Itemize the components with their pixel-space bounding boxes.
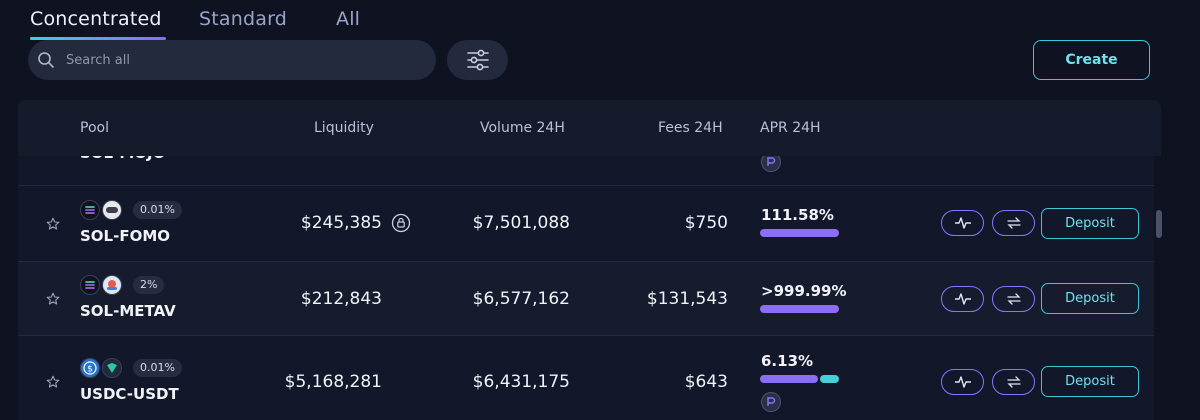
svg-text:$: $ [87,365,93,375]
table-row [18,262,1154,335]
swap-icon [1006,376,1021,388]
favorite-star-icon[interactable] [46,292,60,306]
favorite-star-icon[interactable] [46,375,60,389]
fee-tier-badge: 0.01% [133,201,182,219]
metav-token-icon [102,275,122,295]
chart-button[interactable] [941,286,984,312]
pool-pair-name[interactable]: SOL-METAV [80,302,176,320]
liquidity-value: $5,168,281 [284,372,382,392]
volume-value: $6,577,162 [472,289,570,309]
row-divider [18,335,1154,336]
usdt-token-icon [102,358,122,378]
apr-value: 111.58% [761,206,834,224]
apr-bar-secondary [820,375,839,383]
apr-value: 6.13% [761,352,814,370]
tab-concentrated[interactable]: Concentrated [30,8,162,30]
pulse-icon [954,376,971,388]
chart-button[interactable] [941,369,984,395]
deposit-button[interactable]: Deposit [1041,366,1139,397]
sol-token-icon [80,275,100,295]
col-liquidity[interactable]: Liquidity [314,120,374,136]
search-box [28,40,436,80]
volume-value: $6,431,175 [472,372,570,392]
row-divider [18,185,1154,186]
search-input[interactable] [66,40,426,80]
liquidity-value: $245,385 [300,213,382,233]
sliders-icon [466,49,489,71]
usdc-token-icon: $ [80,358,100,378]
pool-pair-name[interactable]: USDC-USDT [80,385,179,403]
apr-value: >999.99% [761,282,847,300]
apr-bar [760,375,818,383]
col-volume[interactable]: Volume 24H [480,120,565,136]
tab-standard[interactable]: Standard [199,8,288,30]
apr-bar [760,229,839,237]
fee-tier-badge: 0.01% [133,359,182,377]
fees-value: $643 [684,372,728,392]
tab-all[interactable]: All [336,8,361,30]
reward-token-icon [761,392,781,412]
liquidity-value: $212,843 [300,289,382,309]
search-icon [38,52,54,68]
chart-button[interactable] [941,210,984,236]
deposit-button[interactable]: Deposit [1041,283,1139,314]
swap-icon [1006,293,1021,305]
create-button[interactable]: Create [1033,40,1150,80]
swap-button[interactable] [992,210,1035,236]
swap-icon [1006,217,1021,229]
deposit-button[interactable]: Deposit [1041,208,1139,239]
filter-button[interactable] [447,40,508,80]
active-tab-underline [30,37,166,40]
scrollbar-thumb[interactable] [1156,210,1162,238]
fees-value: $750 [684,213,728,233]
fomo-token-icon [102,200,122,220]
sol-token-icon [80,200,100,220]
col-fees[interactable]: Fees 24H [658,120,723,136]
row-divider [18,261,1154,262]
col-pool[interactable]: Pool [80,120,109,136]
pool-pair-name[interactable]: SOL-FOMO [80,227,171,245]
swap-button[interactable] [992,286,1035,312]
volume-value: $7,501,088 [472,213,570,233]
col-apr[interactable]: APR 24H [760,120,821,136]
pulse-icon [954,293,971,305]
favorite-star-icon[interactable] [46,217,60,231]
lock-icon [391,213,411,233]
table-header: Pool Liquidity Volume 24H Fees 24H APR 2… [18,100,1161,156]
swap-button[interactable] [992,369,1035,395]
pulse-icon [954,217,971,229]
fees-value: $131,543 [646,289,728,309]
fee-tier-badge: 2% [133,276,165,294]
apr-bar [760,305,839,313]
